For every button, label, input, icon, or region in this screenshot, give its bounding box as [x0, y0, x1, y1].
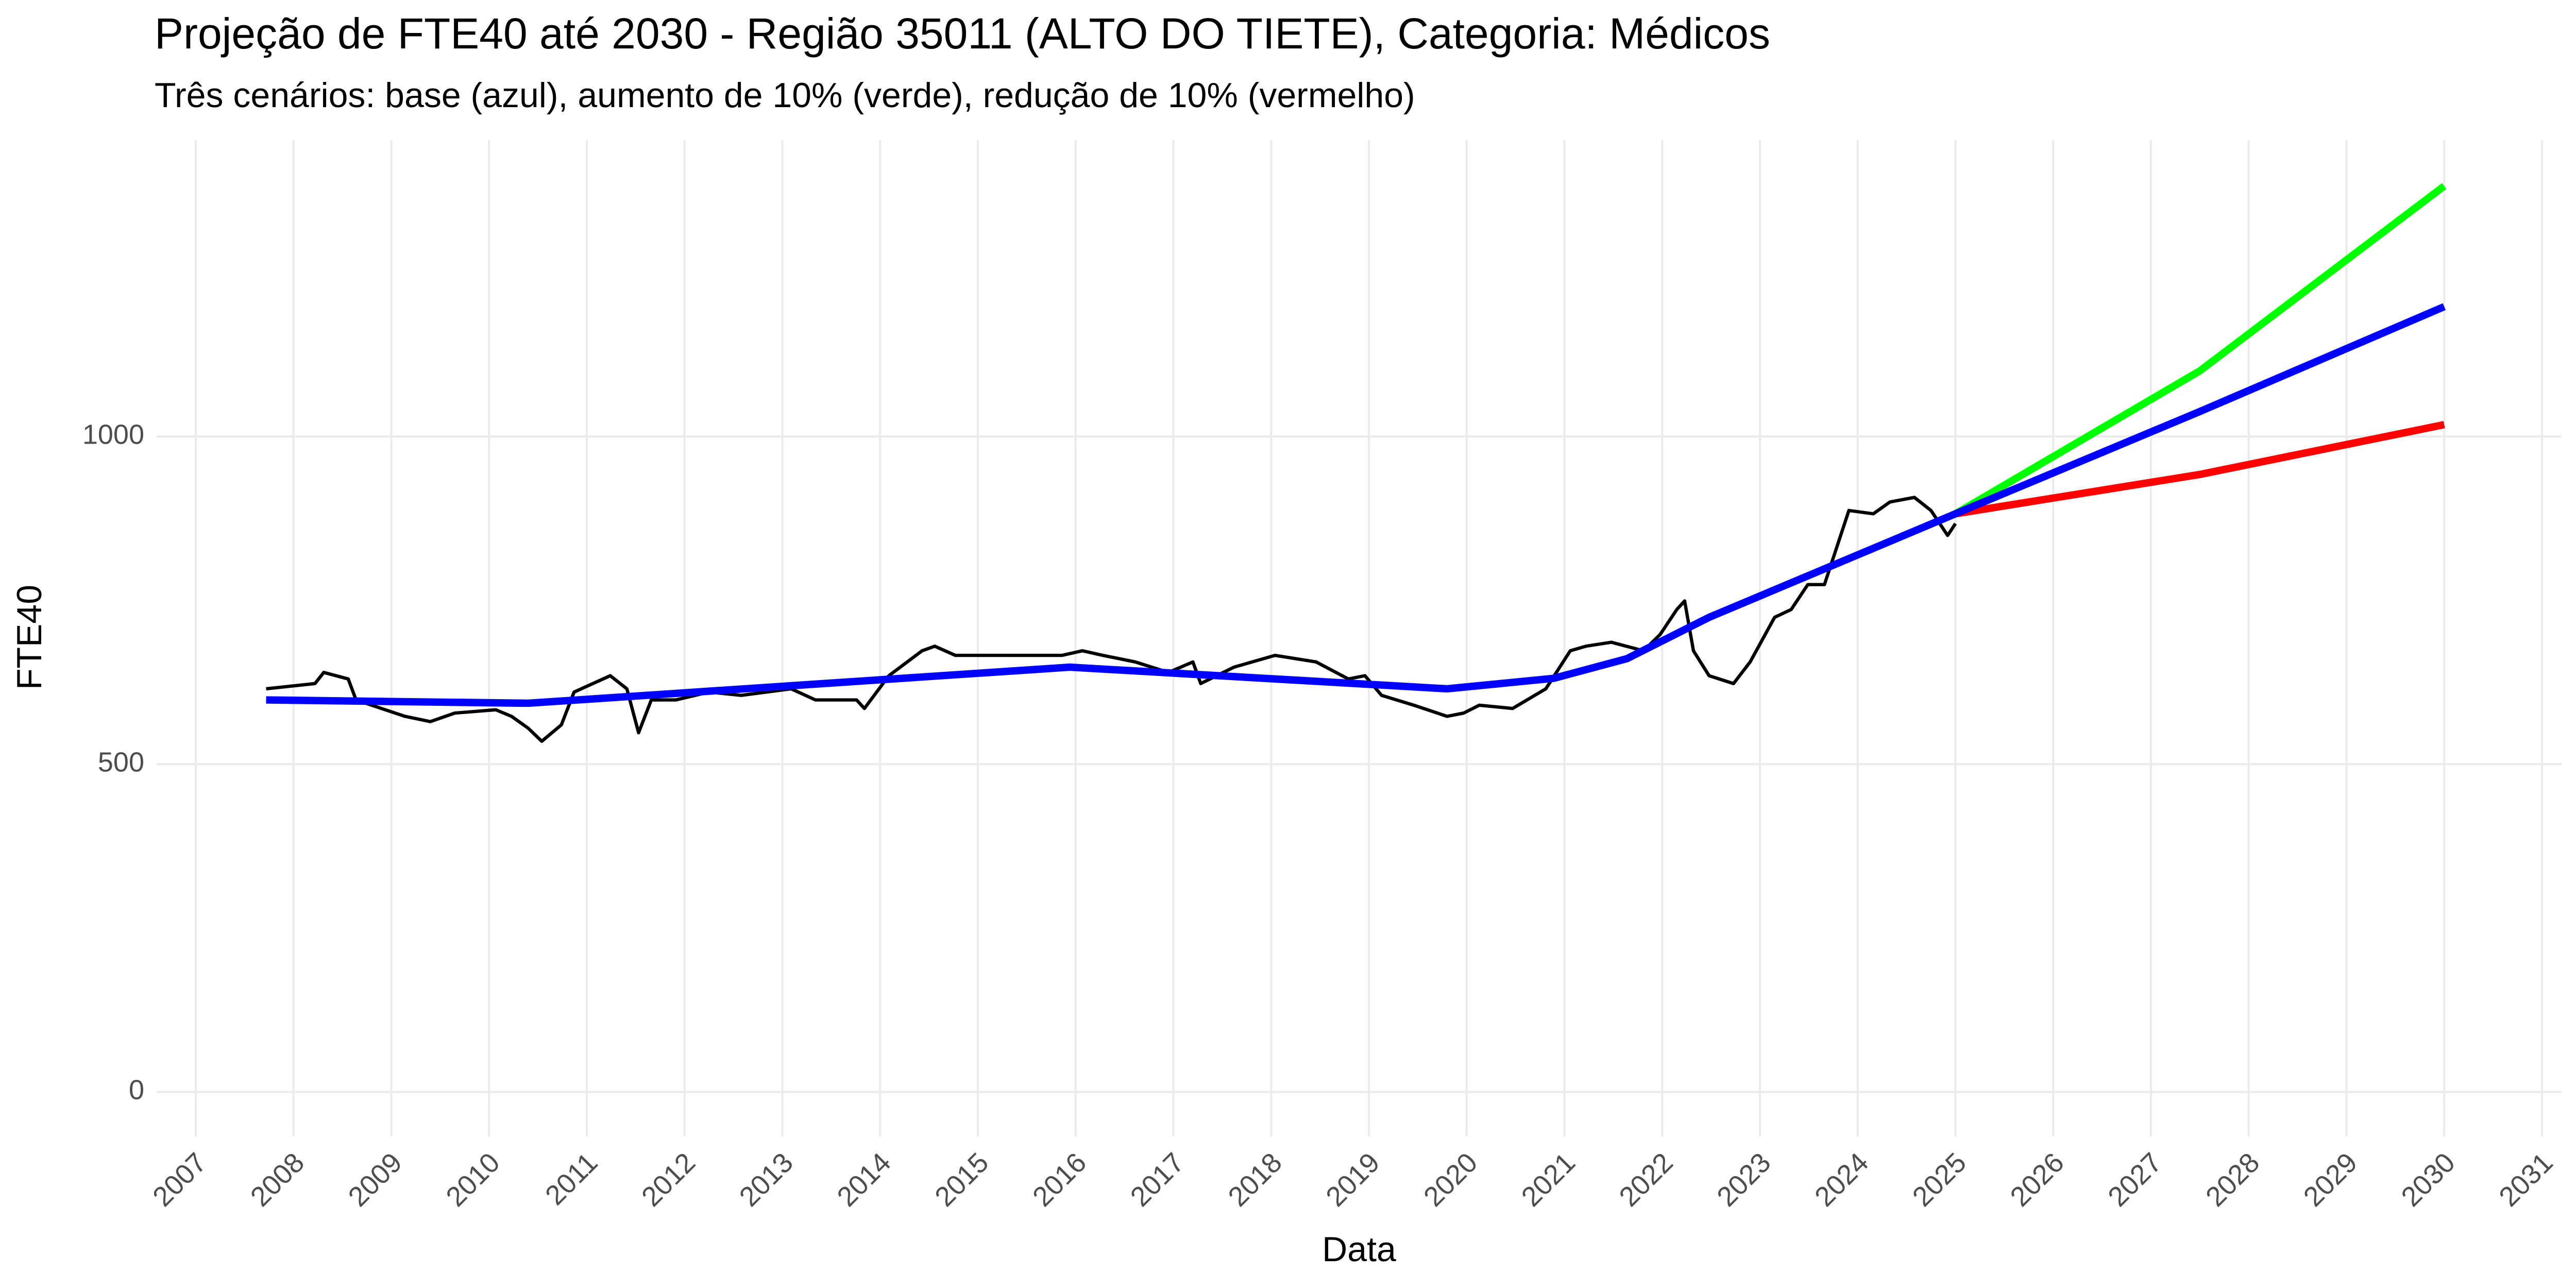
x-tick-label: 2012: [636, 1147, 701, 1212]
x-tick-label: 2020: [1418, 1147, 1483, 1212]
y-axis-title: FTE40: [10, 585, 49, 690]
x-tick-label: 2031: [2493, 1147, 2558, 1212]
x-tick-label: 2024: [1809, 1147, 1874, 1212]
y-tick-label: 500: [98, 747, 144, 778]
series-line: [1953, 183, 2447, 517]
y-tick-label: 0: [129, 1075, 144, 1106]
x-tick-label: 2017: [1125, 1147, 1190, 1212]
x-tick-label: 2028: [2200, 1147, 2265, 1212]
x-tick-label: 2010: [440, 1147, 505, 1212]
x-tick-label: 2009: [343, 1147, 408, 1212]
x-axis-title: Data: [1322, 1230, 1396, 1269]
x-tick-label: 2019: [1320, 1147, 1385, 1212]
x-tick-label: 2015: [929, 1147, 994, 1212]
chart-subtitle: Três cenários: base (azul), aumento de 1…: [155, 76, 1415, 115]
x-tick-label: 2022: [1613, 1147, 1679, 1212]
x-tick-label: 2026: [2004, 1147, 2070, 1212]
series-line: [1955, 421, 2445, 518]
x-tick-label: 2008: [245, 1147, 310, 1212]
x-tick-label: 2018: [1222, 1147, 1287, 1212]
x-tick-label: 2013: [734, 1147, 799, 1212]
y-tick-label: 1000: [82, 419, 144, 450]
series-line: [266, 303, 2446, 707]
x-tick-label: 2014: [831, 1147, 896, 1212]
x-tick-label: 2030: [2395, 1147, 2461, 1212]
x-tick-label: 2007: [147, 1147, 212, 1212]
x-tick-label: 2023: [1711, 1147, 1776, 1212]
x-tick-label: 2011: [539, 1147, 604, 1211]
x-tick-label: 2029: [2298, 1147, 2363, 1212]
x-tick-label: 2016: [1027, 1147, 1092, 1212]
chart-title: Projeção de FTE40 até 2030 - Região 3501…: [155, 9, 1770, 58]
x-tick-label: 2027: [2102, 1147, 2167, 1212]
x-tick-label: 2021: [1516, 1147, 1581, 1212]
x-tick-label: 2025: [1907, 1147, 1972, 1212]
